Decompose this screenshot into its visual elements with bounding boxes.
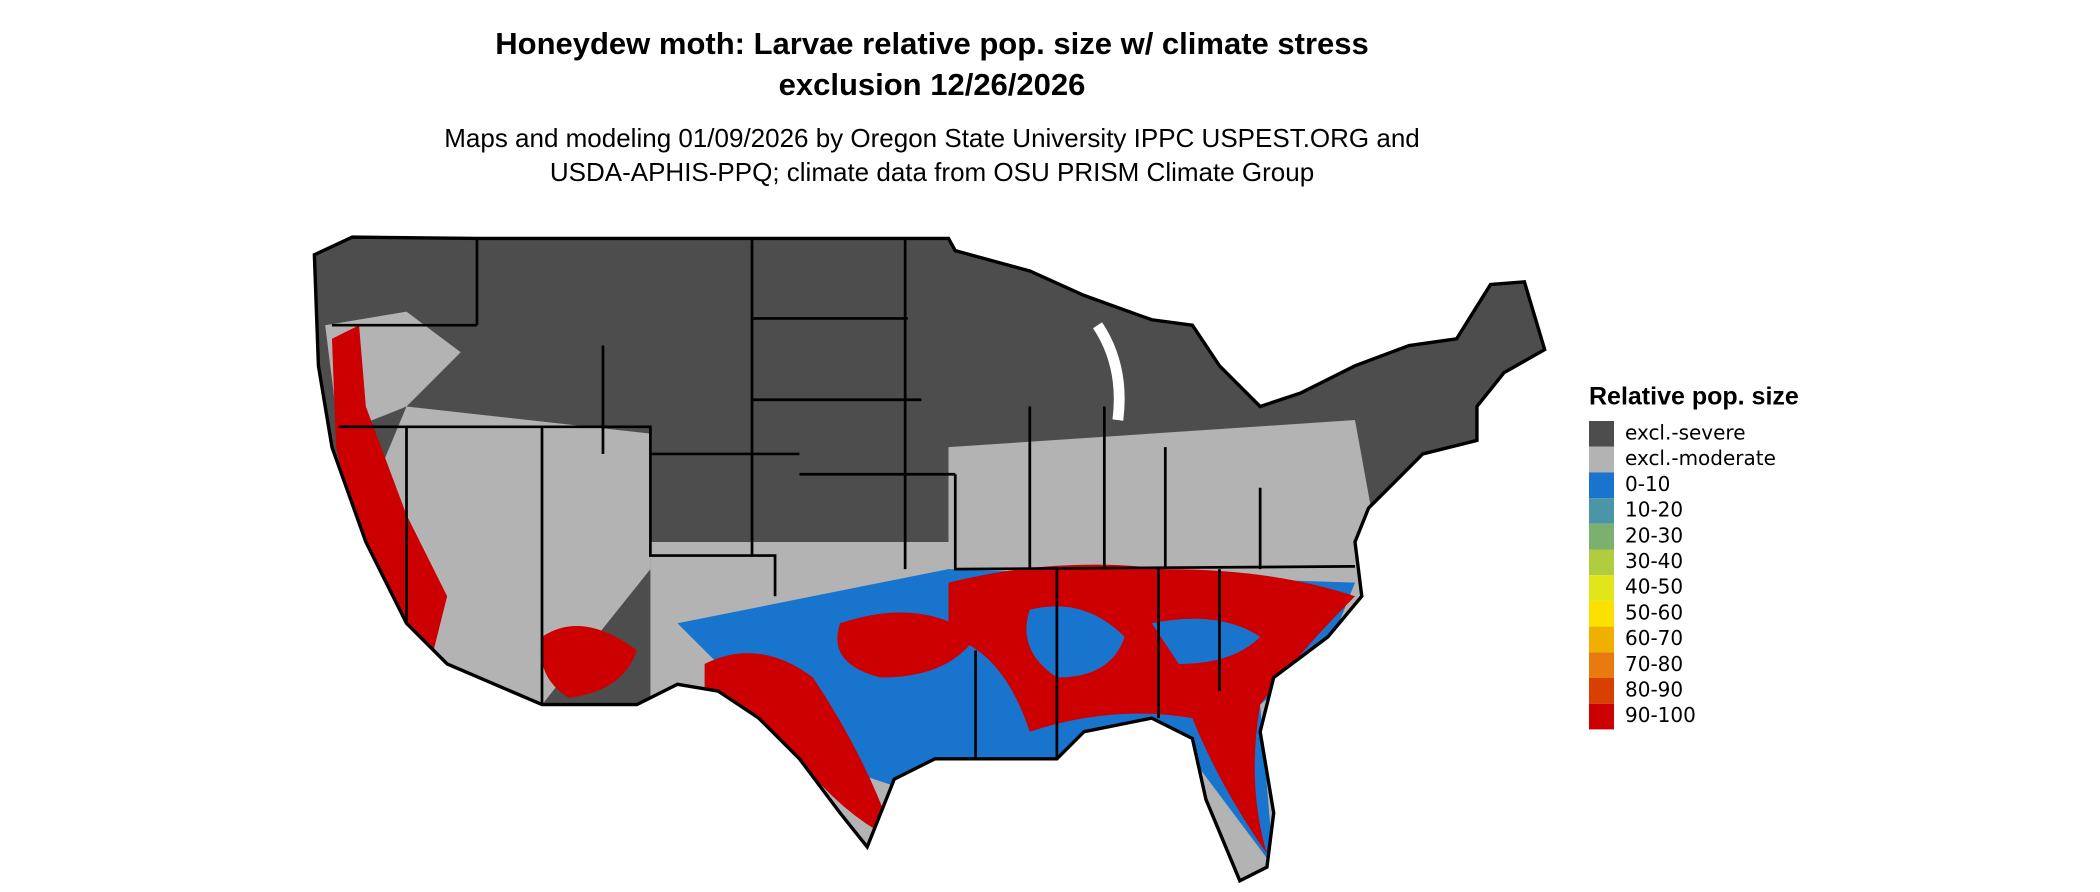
title-line: Honeydew moth: Larvae relative pop. size… bbox=[495, 26, 1368, 61]
legend-label: excl.-severe bbox=[1625, 421, 1746, 445]
legend-label: 10-20 bbox=[1625, 498, 1683, 522]
legend-label: 90-100 bbox=[1625, 703, 1696, 727]
legend-label: 70-80 bbox=[1625, 652, 1683, 676]
legend-swatch bbox=[1589, 421, 1614, 447]
legend-swatch bbox=[1589, 523, 1614, 550]
legend-swatch bbox=[1589, 575, 1614, 601]
legend-label: 30-40 bbox=[1625, 549, 1683, 573]
legend-swatch bbox=[1589, 498, 1614, 524]
subtitle-line: USDA-APHIS-PPQ; climate data from OSU PR… bbox=[550, 157, 1314, 187]
legend-swatch bbox=[1589, 446, 1614, 473]
legend-swatch bbox=[1589, 678, 1614, 704]
legend: excl.-severeexcl.-moderate0-1010-2020-30… bbox=[1589, 421, 1776, 730]
title-line: exclusion 12/26/2026 bbox=[779, 67, 1086, 102]
legend-swatch bbox=[1589, 549, 1614, 576]
legend-label: 20-30 bbox=[1625, 523, 1683, 547]
legend-label: 40-50 bbox=[1625, 575, 1683, 599]
legend-label: 0-10 bbox=[1625, 472, 1670, 496]
legend-label: 60-70 bbox=[1625, 626, 1683, 650]
legend-swatch bbox=[1589, 600, 1614, 627]
us-map bbox=[312, 235, 1547, 884]
legend-swatch bbox=[1589, 703, 1614, 730]
legend-swatch bbox=[1589, 652, 1614, 678]
legend-title: Relative pop. size bbox=[1589, 383, 1799, 411]
legend-swatch bbox=[1589, 626, 1614, 653]
legend-label: excl.-moderate bbox=[1625, 446, 1776, 470]
legend-label: 80-90 bbox=[1625, 678, 1683, 702]
legend-swatch bbox=[1589, 472, 1614, 499]
legend-label: 50-60 bbox=[1625, 600, 1683, 624]
subtitle-line: Maps and modeling 01/09/2026 by Oregon S… bbox=[444, 123, 1420, 153]
